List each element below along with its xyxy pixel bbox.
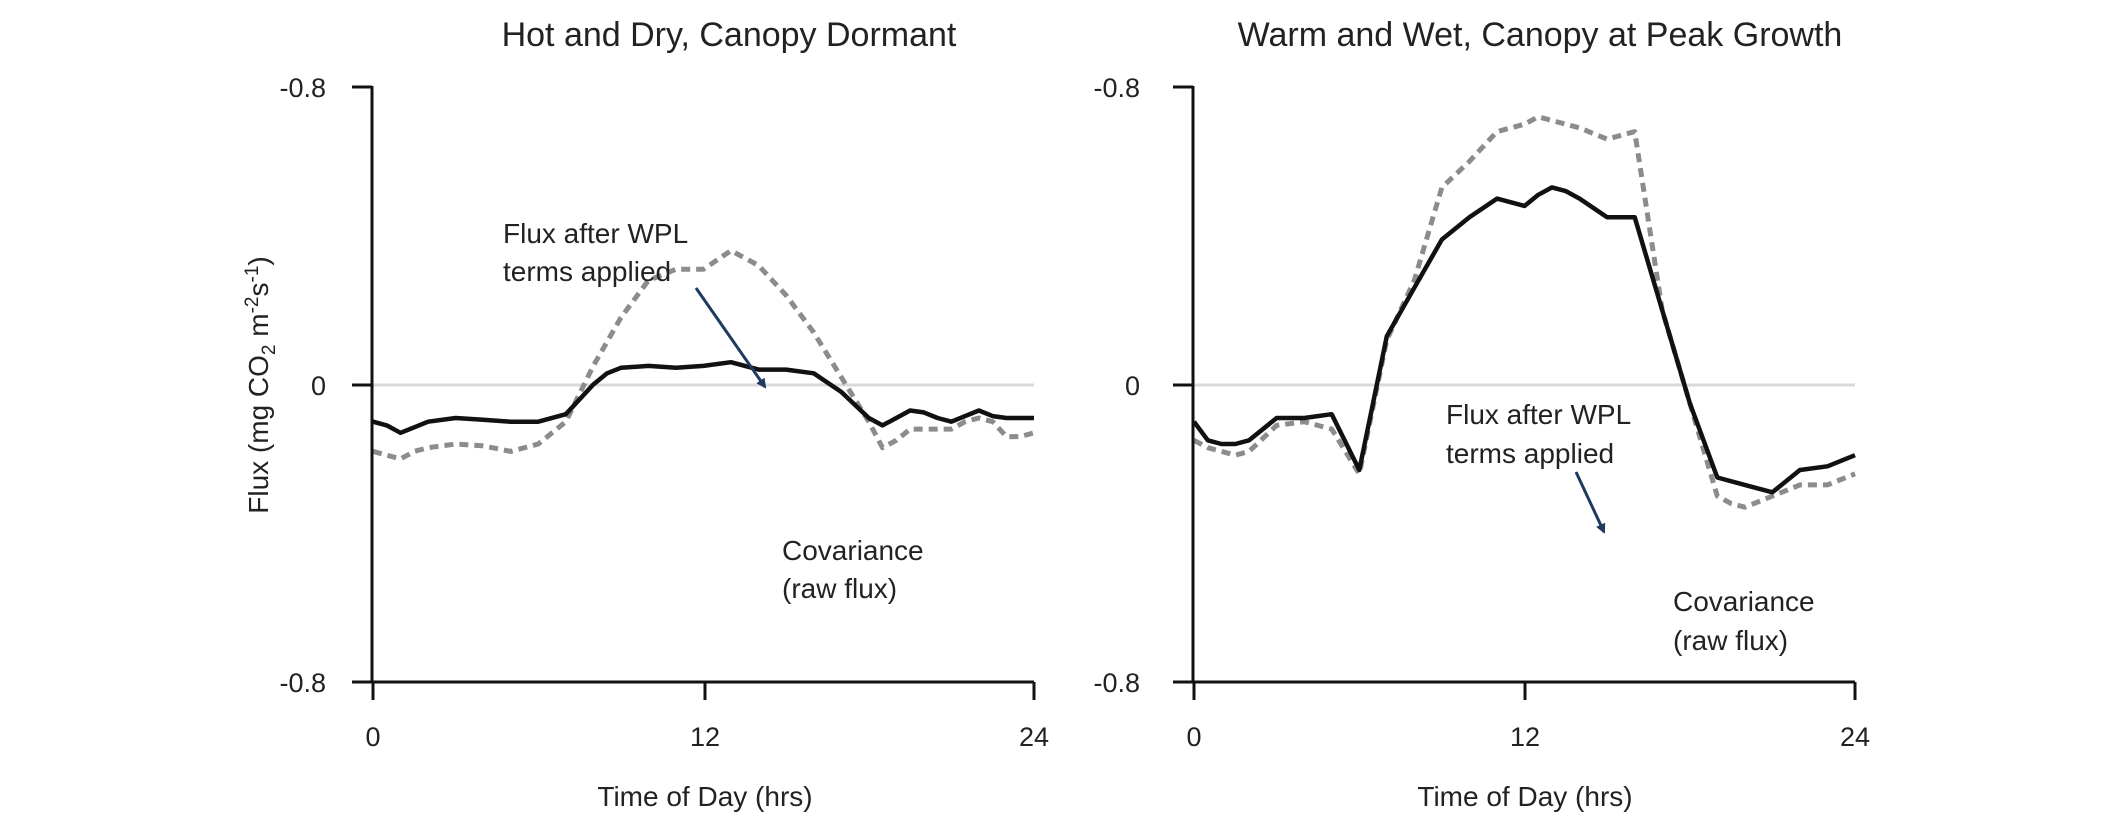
chart-1-y-tick-label: 0 (311, 371, 326, 401)
chart-1-y-axis-label: Flux (mg CO2 m-2s-1) (242, 256, 280, 514)
chart-2-wpl-series-line (1192, 185, 1856, 495)
chart-1-x-tick-label: 12 (690, 722, 720, 752)
chart-1-series-layer (372, 248, 1035, 462)
chart-2-wpl-arrow (1574, 471, 1606, 534)
chart-1-y-tick-label: -0.8 (279, 73, 326, 103)
chart-1-wpl-series-line (372, 359, 1034, 436)
chart-1-wpl-annotation-line: terms applied (503, 256, 671, 287)
chart-2-series-layer (1192, 114, 1856, 510)
chart-1-x-tick-label: 0 (365, 722, 380, 752)
chart-2-covariance-annotation: Covariance (raw flux) (1673, 586, 1815, 656)
chart-2-wpl-annotation-line: terms applied (1446, 438, 1614, 469)
chart-2-y-tick-label: -0.8 (1093, 73, 1140, 103)
chart-2-wpl-annotation-line: Flux after WPL (1446, 399, 1631, 430)
chart-1-covariance-series-line (372, 248, 1035, 462)
chart-2-covariance-series-line (1192, 114, 1856, 510)
chart-1-covariance-annotation-line: Covariance (782, 535, 924, 566)
chart-1-x-axis-label: Time of Day (hrs) (597, 781, 812, 812)
chart-1-covariance-annotation: Covariance (raw flux) (782, 535, 924, 604)
chart-1-title: Hot and Dry, Canopy Dormant (502, 16, 957, 54)
chart-2-wpl-annotation: Flux after WPL terms applied (1446, 399, 1631, 469)
chart-1-wpl-annotation-line: Flux after WPL (503, 218, 688, 249)
chart-2-x-tick-label: 0 (1186, 722, 1201, 752)
chart-2-title: Warm and Wet, Canopy at Peak Growth (1238, 16, 1843, 54)
chart-panel-2: Warm and Wet, Canopy at Peak Growth -0.8… (1093, 16, 1870, 812)
chart-2-covariance-annotation-line: (raw flux) (1673, 625, 1788, 656)
chart-1-wpl-annotation: Flux after WPL terms applied (503, 218, 688, 287)
chart-2-y-tick-label: -0.8 (1093, 668, 1140, 698)
chart-2-y-tick-label: 0 (1125, 371, 1140, 401)
chart-1-covariance-annotation-line: (raw flux) (782, 573, 897, 604)
chart-2-x-tick-label: 12 (1510, 722, 1540, 752)
chart-1-y-tick-label: -0.8 (279, 668, 326, 698)
chart-2-x-tick-label: 24 (1840, 722, 1870, 752)
chart-2-x-axis-label: Time of Day (hrs) (1417, 781, 1632, 812)
chart-2-covariance-annotation-line: Covariance (1673, 586, 1815, 617)
chart-panel-1: Hot and Dry, Canopy Dormant -0.8 0 -0.8 … (242, 16, 1049, 812)
chart-1-wpl-arrow (694, 287, 767, 389)
chart-1-x-tick-label: 24 (1019, 722, 1049, 752)
